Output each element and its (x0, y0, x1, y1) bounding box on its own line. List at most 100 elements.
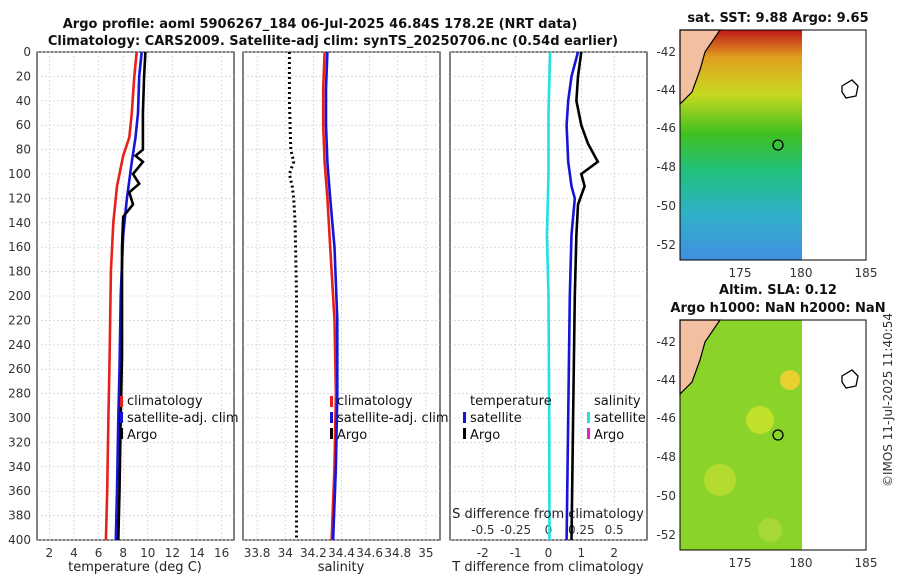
legend-satellite: satellite-adj. clim (337, 411, 449, 426)
sla-patch (704, 464, 736, 496)
sla-map-frame (679, 319, 867, 551)
sla-map-title2: Argo h1000: NaN h2000: NaN (670, 301, 885, 316)
legend-climatology: climatology (127, 394, 203, 409)
series-satellite-adj-clim (114, 51, 143, 541)
sla-lat-ticks: -42 -44 -46 -48 -50 -52 (656, 335, 676, 542)
x-tick-label: 4 (70, 546, 78, 560)
legend-s-argo: Argo (594, 428, 624, 443)
depth-tick-label: 20 (16, 69, 31, 83)
x-tick-label: 33.8 (244, 546, 271, 560)
salinity-series (287, 51, 339, 541)
temperature-panel: 0 20 40 60 80 100 120 140 160 180 200 220 240 260 280 3… (8, 45, 239, 575)
depth-tick-label: 240 (8, 338, 31, 352)
s-diff-tick-label: 0.5 (605, 523, 624, 537)
depth-tick-label: 380 (8, 509, 31, 523)
difference-panel: -2 -1 0 1 2 -0.5 -0.25 0 0.25 0.5 T difference f… (449, 51, 648, 575)
x-tick-label: 34.2 (300, 546, 327, 560)
s-diff-tick-label: 0.25 (568, 523, 595, 537)
difference-legend-left: temperature satellite Argo (463, 394, 552, 443)
legend-argo: Argo (127, 428, 157, 443)
sst-map-title: sat. SST: 9.88 Argo: 9.65 (687, 11, 868, 26)
salinity-grid (243, 51, 440, 541)
legend-temperature: temperature (470, 394, 552, 409)
x-tick-label: -1 (510, 546, 522, 560)
temperature-series (104, 51, 147, 541)
lon-tick: 185 (855, 556, 878, 570)
lat-tick: -48 (656, 160, 676, 174)
series-t-argo (570, 51, 600, 541)
sst-map: sat. SST: 9.88 Argo: 9.65 -42 -44 -46 -4… (656, 11, 877, 280)
temperature-grid (37, 51, 234, 541)
lat-tick: -50 (656, 489, 676, 503)
sla-patch (758, 518, 782, 542)
depth-tick-label: 360 (8, 484, 31, 498)
legend-swatch-s-satellite (587, 412, 590, 423)
lat-tick: -42 (656, 45, 676, 59)
difference-grid (450, 51, 647, 541)
legend-argo: Argo (337, 428, 367, 443)
salinity-xlabel: salinity (318, 560, 365, 575)
depth-tick-label: 220 (8, 313, 31, 327)
lon-tick: 175 (729, 556, 752, 570)
figure-title-line1: Argo profile: aoml 5906267_184 06-Jul-20… (63, 17, 578, 32)
depth-tick-label: 60 (16, 118, 31, 132)
sst-map-frame (679, 29, 867, 261)
lat-tick: -48 (656, 450, 676, 464)
series-climatology (321, 51, 338, 541)
x-tick-label: 16 (214, 546, 229, 560)
depth-tick-label: 200 (8, 289, 31, 303)
temperature-xlabel: temperature (deg C) (68, 560, 202, 575)
sst-lon-ticks: 175 180 185 (729, 266, 878, 280)
x-tick-label: 1 (578, 546, 586, 560)
depth-tick-label: 80 (16, 143, 31, 157)
legend-swatch-t-argo (463, 428, 466, 439)
figure-title-line2: Climatology: CARS2009. Satellite-adj cli… (48, 34, 618, 49)
legend-t-satellite: satellite (470, 411, 522, 426)
legend-swatch-s-argo (587, 428, 590, 439)
temperature-legend: climatology satellite-adj. clim Argo (120, 394, 239, 443)
difference-xlabel: T difference from climatology (451, 560, 644, 575)
x-tick-label: 35 (418, 546, 433, 560)
series-satellite-adj-clim (324, 51, 339, 541)
salinity-panel: 33.8 34 34.2 34.4 34.6 34.8 35 salinity climat… (242, 51, 449, 575)
depth-tick-label: 40 (16, 94, 31, 108)
s-diff-tick-label: -0.5 (471, 523, 494, 537)
difference-series (545, 51, 600, 541)
difference-tick-labels: -2 -1 0 1 2 (477, 546, 618, 560)
sla-lon-ticks: 175 180 185 (729, 556, 878, 570)
depth-tick-label: 180 (8, 265, 31, 279)
x-tick-label: 34.8 (384, 546, 411, 560)
sst-lat-ticks: -42 -44 -46 -48 -50 -52 (656, 45, 676, 252)
lat-tick: -44 (656, 373, 676, 387)
legend-s-satellite: satellite (594, 411, 646, 426)
lat-tick: -44 (656, 83, 676, 97)
lon-tick: 185 (855, 266, 878, 280)
series-argo (287, 52, 298, 540)
depth-tick-label: 120 (8, 191, 31, 205)
depth-tick-label: 260 (8, 362, 31, 376)
salinity-legend: climatology satellite-adj. clim Argo (330, 394, 449, 443)
x-tick-label: -2 (477, 546, 489, 560)
legend-t-argo: Argo (470, 428, 500, 443)
legend-swatch-satellite (330, 412, 333, 423)
depth-tick-label: 140 (8, 216, 31, 230)
lat-tick: -50 (656, 199, 676, 213)
sla-map: Altim. SLA: 0.12 Argo h1000: NaN h2000: … (656, 283, 885, 570)
x-tick-label: 2 (45, 546, 53, 560)
imos-watermark: ©IMOS 11-Jul-2025 11:40:54 (881, 313, 895, 487)
sla-argo-marker (772, 429, 784, 441)
lon-tick: 180 (790, 266, 813, 280)
difference-xlabel-top: S difference from climatology (452, 507, 644, 522)
x-tick-label: 10 (140, 546, 155, 560)
series-argo (117, 51, 147, 541)
sst-island-outline (841, 79, 859, 99)
salinity-tick-labels: 33.8 34 34.2 34.4 34.6 34.8 35 (244, 546, 434, 560)
series-climatology (104, 51, 138, 541)
x-tick-label: 8 (119, 546, 127, 560)
lon-tick: 180 (790, 556, 813, 570)
x-tick-label: 34.6 (356, 546, 383, 560)
sla-patch (746, 406, 774, 434)
legend-satellite: satellite-adj. clim (127, 411, 239, 426)
depth-tick-label: 320 (8, 435, 31, 449)
